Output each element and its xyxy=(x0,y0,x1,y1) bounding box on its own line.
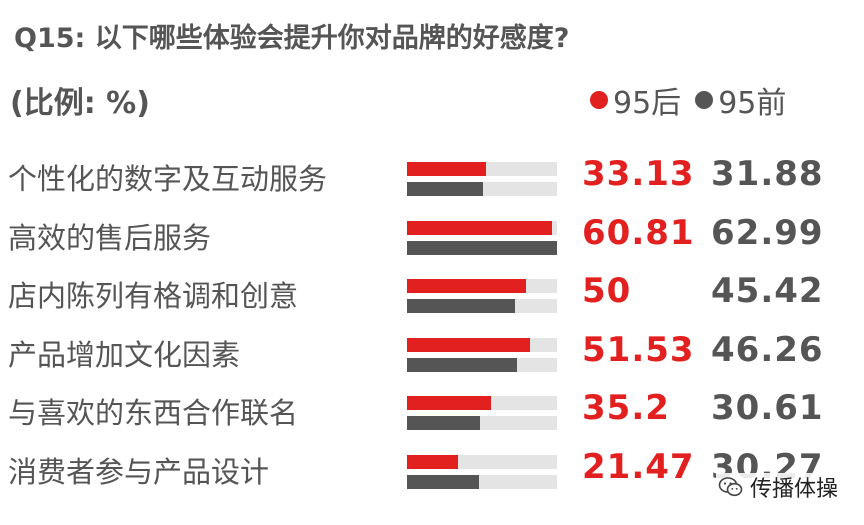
category-label: 产品增加文化因素 xyxy=(8,337,241,372)
legend-label-pre95: 95前 xyxy=(718,86,787,121)
value-label-pre95: 31.88 xyxy=(711,154,824,194)
bar-post95 xyxy=(407,396,491,410)
value-label-post95: 21.47 xyxy=(582,446,695,487)
bar-pre95 xyxy=(407,299,516,313)
bar-group xyxy=(407,220,557,255)
legend: 95后 95前 xyxy=(590,82,786,121)
watermark-text: 传播体操 xyxy=(750,477,839,502)
bar-pre95 xyxy=(407,240,557,255)
bar-track xyxy=(407,162,557,176)
chart-title: Q15: 以下哪些体验会提升你对品牌的好感度? xyxy=(14,23,570,54)
legend-item-pre95: 95前 xyxy=(695,78,786,122)
value-label-post95: 60.81 xyxy=(582,212,695,253)
category-row: 与喜欢的东西合作联名 35.2 30.61 xyxy=(0,384,864,442)
value-label-pre95: 45.42 xyxy=(711,271,824,311)
legend-swatch-post95 xyxy=(590,91,608,109)
bar-group xyxy=(407,162,557,196)
bar-track xyxy=(407,337,557,352)
value-label-post95: 33.13 xyxy=(582,154,695,194)
bar-track xyxy=(407,416,557,430)
category-row: 个性化的数字及互动服务 33.13 31.88 xyxy=(0,150,864,208)
category-label: 店内陈列有格调和创意 xyxy=(8,279,299,313)
bar-post95 xyxy=(407,162,486,176)
bar-post95 xyxy=(407,220,552,235)
value-label-pre95: 62.99 xyxy=(711,212,824,253)
value-label-pre95: 30.61 xyxy=(711,388,824,428)
legend-label-post95: 95后 xyxy=(613,86,682,121)
category-row: 店内陈列有格调和创意 50 45.42 xyxy=(0,267,864,325)
value-label-post95: 51.53 xyxy=(582,329,695,370)
category-label: 与喜欢的东西合作联名 xyxy=(8,396,299,430)
bar-track xyxy=(407,240,557,255)
category-row: 高效的售后服务 60.81 62.99 xyxy=(0,209,864,267)
bar-track xyxy=(407,279,557,293)
bar-track xyxy=(407,220,557,235)
bar-post95 xyxy=(407,279,527,293)
value-label-post95: 35.2 xyxy=(582,388,670,428)
wechat-icon xyxy=(718,477,743,497)
bar-pre95 xyxy=(407,474,480,489)
category-label: 消费者参与产品设计 xyxy=(8,454,270,489)
legend-item-post95: 95后 xyxy=(590,78,681,122)
bar-track xyxy=(407,454,557,469)
value-label-post95: 50 xyxy=(582,271,632,311)
bar-post95 xyxy=(407,337,530,352)
bar-group xyxy=(407,279,557,313)
bar-pre95 xyxy=(407,182,483,196)
bar-group xyxy=(407,337,557,372)
watermark: 传播体操 xyxy=(716,473,845,502)
category-row: 产品增加文化因素 51.53 46.26 xyxy=(0,326,864,384)
bar-pre95 xyxy=(407,357,518,372)
bar-track xyxy=(407,396,557,410)
bar-track xyxy=(407,299,557,313)
legend-swatch-pre95 xyxy=(695,91,714,109)
category-label: 个性化的数字及互动服务 xyxy=(8,162,328,196)
value-label-pre95: 46.26 xyxy=(711,329,824,370)
bar-track xyxy=(407,474,557,489)
bar-pre95 xyxy=(407,416,480,430)
bar-group xyxy=(407,396,557,430)
chart-subtitle: (比例: %) xyxy=(10,86,150,121)
bar-group xyxy=(407,454,557,489)
bar-track xyxy=(407,182,557,196)
category-label: 高效的售后服务 xyxy=(8,220,212,255)
bar-track xyxy=(407,357,557,372)
bar-post95 xyxy=(407,454,459,469)
